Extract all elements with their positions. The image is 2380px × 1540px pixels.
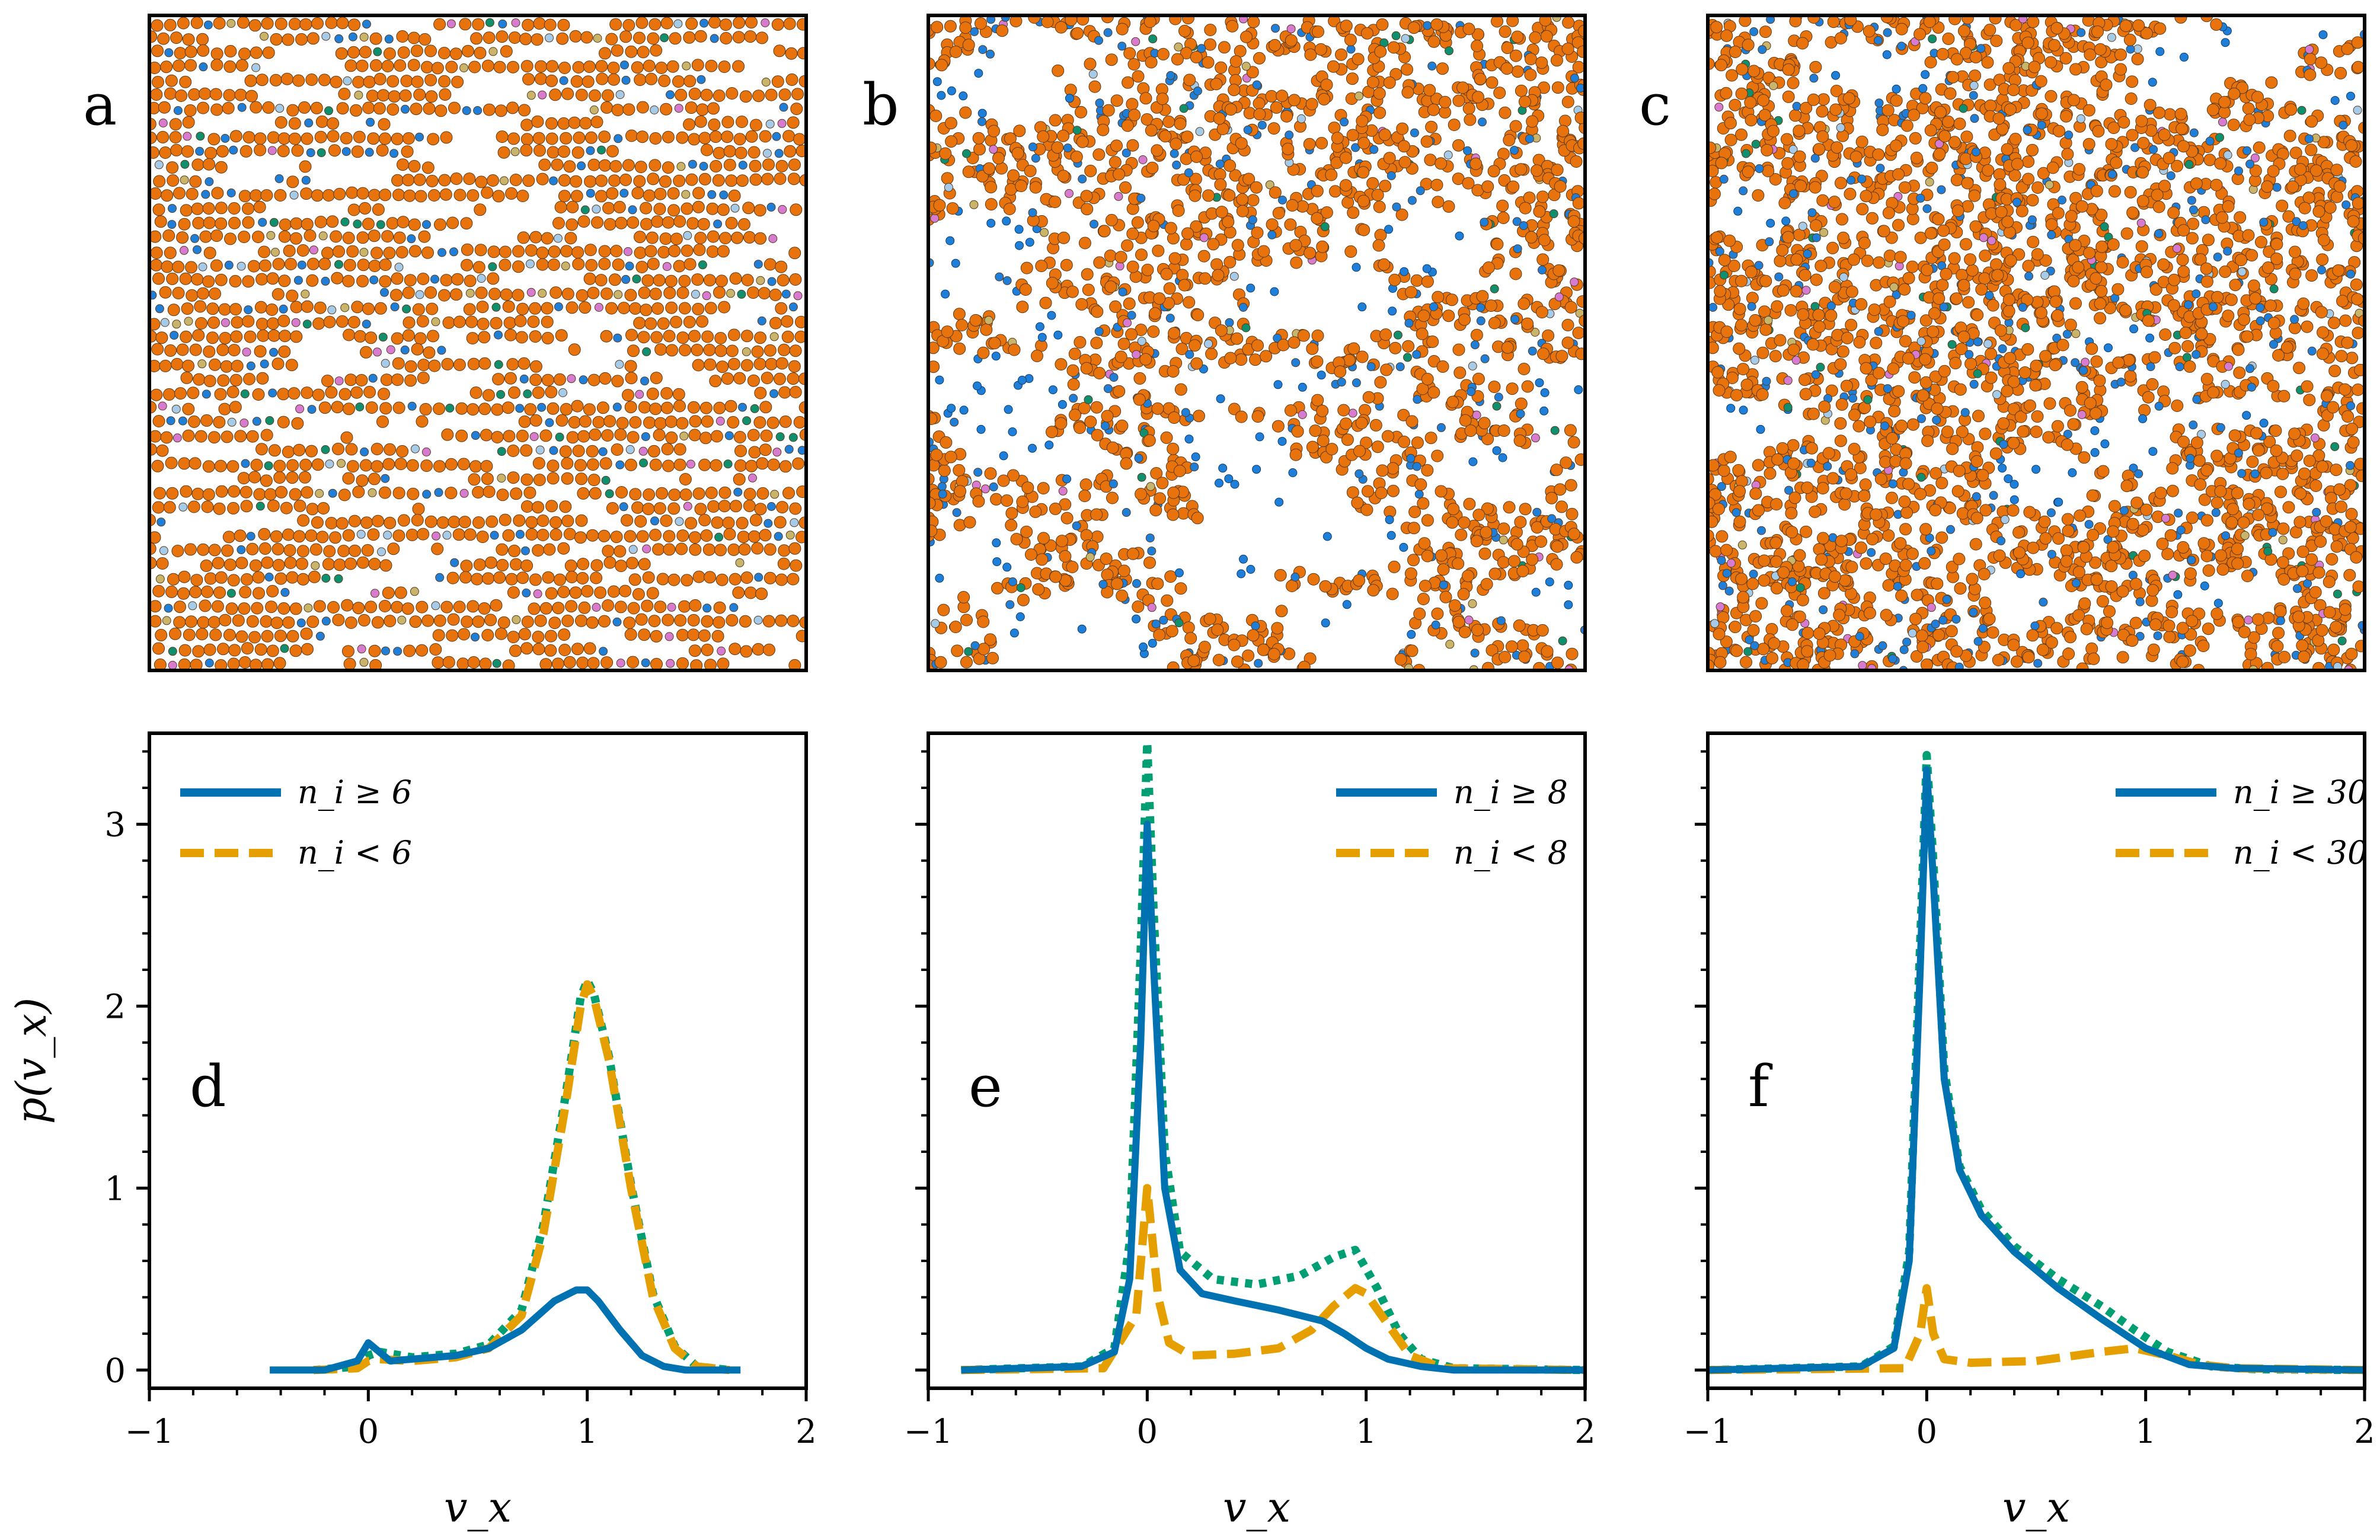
panel-letter-c: c: [1639, 72, 1671, 138]
panel-letter-e: e: [969, 1053, 1002, 1120]
y-tick-label-d: 2: [104, 988, 126, 1026]
curves-e: [961, 738, 1585, 1375]
legend-label-blue-e: n_i ≥ 8: [1453, 774, 1568, 811]
x-tick-label-f: 1: [2135, 1413, 2157, 1451]
velocity-distribution-chart-f: −1 0 1 2 v_x f n_i ≥ 30 n_i < 30: [1683, 731, 2375, 1532]
series-blue-f: [1708, 766, 2365, 1374]
legend-d: n_i ≥ 6 n_i < 6: [180, 774, 412, 871]
panel-letter-d: d: [190, 1053, 226, 1120]
legend-label-blue-f: n_i ≥ 30: [2233, 774, 2368, 811]
panel-letter-a: a: [83, 72, 117, 138]
plot-frame-d: [148, 731, 808, 1390]
x-tick-label-d: 2: [796, 1413, 817, 1451]
plot-frame-e: [927, 731, 1587, 1390]
x-tick-label-e: 1: [1356, 1413, 1377, 1451]
legend-label-blue-d: n_i ≥ 6: [298, 774, 412, 811]
x-tick-label-e: 0: [1137, 1413, 1158, 1451]
x-tick-label-f: −1: [1683, 1413, 1733, 1451]
curves-f: [1708, 750, 2365, 1375]
panel-letter-b: b: [862, 72, 899, 138]
series-orange-e: [961, 1184, 1585, 1375]
x-tick-label-d: 0: [358, 1413, 379, 1451]
legend-label-orange-d: n_i < 6: [298, 834, 412, 871]
legend-f: n_i ≥ 30 n_i < 30: [2116, 774, 2368, 871]
snapshot-panel-c: c: [1639, 14, 2366, 672]
series-blue-e: [961, 820, 1585, 1374]
snapshot-panel-b: b: [862, 14, 1587, 672]
snapshot-frame-c: [1706, 14, 2366, 672]
y-axis-label-d: p(v_x): [7, 998, 56, 1124]
particle-snapshot-c: [1708, 15, 2365, 670]
series-blue-d: [270, 1286, 741, 1374]
particle-snapshot-a: [149, 16, 806, 670]
panel-letter-f: f: [1748, 1053, 1773, 1120]
snapshot-frame-a: [148, 14, 808, 672]
series-orange-f: [1708, 1284, 2365, 1375]
y-tick-label-d: 3: [104, 806, 126, 844]
x-tick-label-e: −1: [904, 1413, 953, 1451]
x-tick-label-e: 2: [1574, 1413, 1596, 1451]
x-axis-label-d: v_x: [444, 1483, 512, 1532]
legend-label-orange-f: n_i < 30: [2233, 834, 2368, 871]
snapshot-panel-a: a: [83, 14, 808, 672]
x-tick-label-f: 2: [2354, 1413, 2375, 1451]
x-tick-label-f: 0: [1916, 1413, 1938, 1451]
particle-snapshot-b: [928, 15, 1585, 670]
x-tick-label-d: −1: [125, 1413, 174, 1451]
velocity-distribution-chart-e: −1 0 1 2 v_x e n_i ≥ 8 n_i < 8: [904, 731, 1596, 1532]
legend-e: n_i ≥ 8 n_i < 8: [1336, 774, 1568, 871]
x-tick-label-d: 1: [577, 1413, 598, 1451]
velocity-distribution-chart-d: −1 0 1 2 0 1 2 3 v_x p(v_x) d n_i ≥ 6 n_i < 6: [7, 731, 817, 1532]
series-orange-d: [313, 980, 730, 1375]
y-tick-label-d: 0: [104, 1352, 126, 1390]
y-tick-label-d: 1: [104, 1170, 126, 1208]
plot-frame-f: [1706, 731, 2366, 1390]
legend-label-orange-e: n_i < 8: [1453, 834, 1568, 871]
x-axis-label-f: v_x: [2002, 1483, 2070, 1532]
snapshot-frame-b: [927, 14, 1587, 672]
curves-d: [270, 976, 741, 1375]
x-axis-label-e: v_x: [1223, 1483, 1290, 1532]
